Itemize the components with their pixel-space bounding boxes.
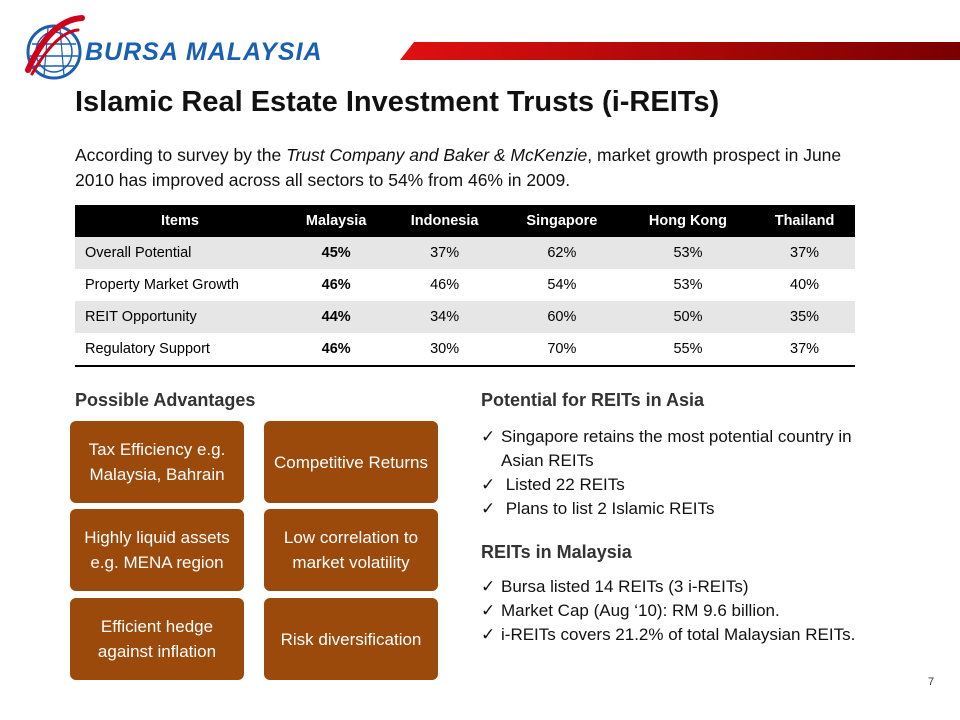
- table-cell: 44%: [285, 301, 388, 333]
- header-cell: Indonesia: [387, 205, 502, 237]
- list-item: ✓ Listed 22 REITs: [481, 473, 861, 497]
- reit-survey-table: Items Malaysia Indonesia Singapore Hong …: [75, 205, 855, 367]
- list-item: ✓ i-REITs covers 21.2% of total Malaysian…: [481, 623, 881, 647]
- list-item: ✓ Plans to list 2 Islamic REITs: [481, 497, 861, 521]
- table-cell: 35%: [754, 301, 855, 333]
- table-cell: 40%: [790, 277, 820, 293]
- table-cell: 30%: [387, 333, 502, 367]
- table-cell: 60%: [501, 301, 622, 333]
- table-cell: 37%: [387, 237, 502, 269]
- table-row: Overall Potential 45% 37% 62% 53% 37%: [75, 237, 855, 269]
- advantage-box: Competitive Returns: [264, 421, 438, 503]
- checkmark-icon: ✓: [481, 499, 496, 518]
- table-row: REIT Opportunity 44% 34% 60% 50% 35%: [75, 301, 855, 333]
- intro-paragraph: According to survey by the Trust Company…: [75, 143, 875, 193]
- table-cell: 70%: [501, 333, 622, 367]
- table-cell: 50%: [621, 301, 755, 333]
- bursa-malaysia-logo: [20, 12, 390, 84]
- page-number: 7: [928, 676, 935, 688]
- list-item-text: Listed 22 REITs: [501, 475, 625, 494]
- header-cell: Thailand: [754, 205, 855, 237]
- header-cell: Items: [75, 205, 285, 237]
- asia-checklist: ✓ Singapore retains the most potential co…: [481, 425, 861, 521]
- checkmark-icon: ✓: [481, 427, 496, 446]
- list-item-text: Bursa listed 14 REITs (3 i-REITs): [501, 577, 749, 596]
- table-cell: REIT Opportunity: [75, 301, 285, 333]
- intro-text-1: According to survey by the: [75, 145, 287, 165]
- header-red-bar: [400, 42, 960, 60]
- checkmark-icon: ✓: [481, 577, 496, 596]
- checkmark-icon: ✓: [481, 601, 496, 620]
- header-cell: Malaysia: [285, 205, 388, 237]
- list-item-text: i-REITs covers 21.2% of total Malaysian …: [501, 625, 856, 644]
- logo-wordmark: BURSA MALAYSIA: [85, 38, 323, 66]
- list-item: ✓ Singapore retains the most potential co…: [481, 425, 861, 473]
- advantage-box: Highly liquid assets e.g. MENA region: [70, 509, 244, 591]
- advantages-heading: Possible Advantages: [75, 390, 256, 410]
- table-cell: 46%: [285, 333, 388, 367]
- table-cell: 34%: [387, 301, 502, 333]
- asia-heading: Potential for REITs in Asia: [481, 390, 705, 410]
- table-cell: 46%: [321, 277, 351, 293]
- malaysia-heading: REITs in Malaysia: [481, 542, 632, 562]
- table-row: Property Market Growth 46% 46% 54% 53% 4…: [75, 269, 855, 301]
- table-cell: 55%: [621, 333, 755, 367]
- table-header-row: Items Malaysia Indonesia Singapore Hong …: [75, 205, 855, 237]
- table-cell: 46%: [430, 277, 460, 293]
- list-item-text: Singapore retains the most potential cou…: [501, 427, 852, 470]
- table-cell: 37%: [754, 333, 855, 367]
- table-cell: Overall Potential: [75, 237, 285, 269]
- table-cell: 37%: [754, 237, 855, 269]
- checkmark-icon: ✓: [481, 625, 496, 644]
- intro-text-2: , market growth prospect in June 2010 ha…: [75, 145, 842, 190]
- advantage-box: Tax Efficiency e.g. Malaysia, Bahrain: [70, 421, 244, 503]
- table-row: Regulatory Support 46% 30% 70% 55% 37%: [75, 333, 855, 367]
- table-cell: 53%: [621, 237, 755, 269]
- table-cell: 62%: [501, 237, 622, 269]
- table-cell: 54%: [547, 277, 577, 293]
- page-title: Islamic Real Estate Investment Trusts (i…: [75, 86, 720, 118]
- list-item: ✓ Market Cap (Aug ‘10): RM 9.6 billion.: [481, 599, 881, 623]
- advantage-box: Risk diversification: [264, 598, 438, 680]
- checkmark-icon: ✓: [481, 475, 496, 494]
- globe-logo-icon: [25, 15, 85, 80]
- header-cell: Singapore: [501, 205, 622, 237]
- list-item: ✓ Bursa listed 14 REITs (3 i-REITs): [481, 575, 881, 599]
- malaysia-checklist: ✓ Bursa listed 14 REITs (3 i-REITs) ✓ Mark…: [481, 575, 881, 647]
- header-cell: Hong Kong: [621, 205, 755, 237]
- table-cell: 45%: [285, 237, 388, 269]
- table-cell: Property Market Growth: [85, 277, 239, 293]
- table-cell: 53%: [673, 277, 703, 293]
- list-item-text: Plans to list 2 Islamic REITs: [501, 499, 715, 518]
- advantage-box: Efficient hedge against inflation: [70, 598, 244, 680]
- intro-source: Trust Company and Baker & McKenzie: [286, 145, 588, 165]
- advantage-box: Low correlation to market volatility: [264, 509, 438, 591]
- table-cell: Regulatory Support: [75, 333, 285, 367]
- list-item-text: Market Cap (Aug ‘10): RM 9.6 billion.: [501, 601, 780, 620]
